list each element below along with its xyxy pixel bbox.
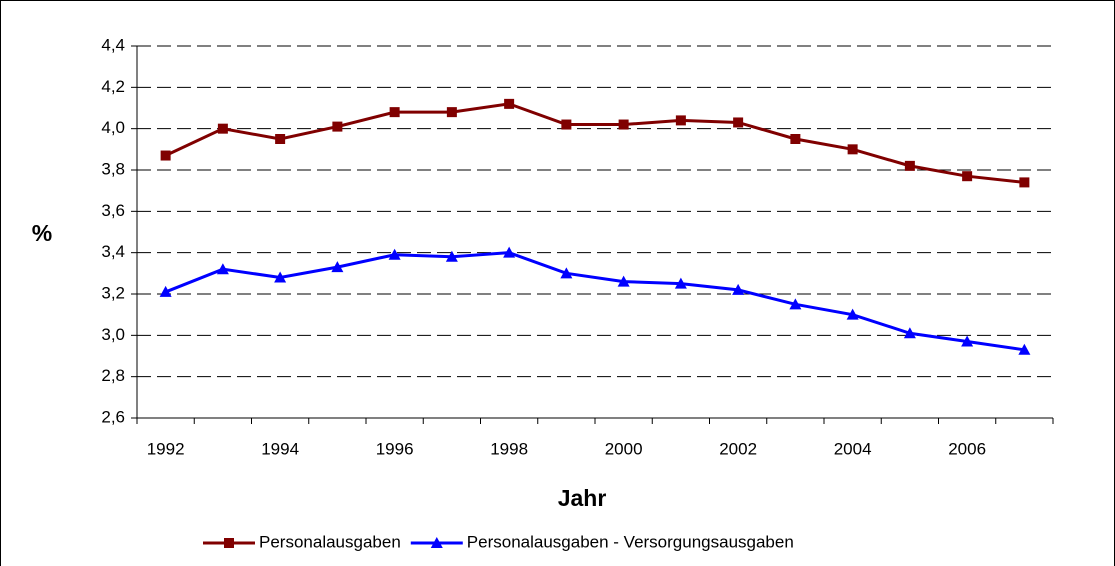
data-point [733, 117, 744, 128]
y-tick-label: 3,4 [101, 242, 125, 261]
data-point [216, 263, 229, 275]
data-point [961, 335, 974, 347]
data-point [160, 150, 171, 161]
x-tick-label: 2006 [948, 439, 986, 458]
x-tick-label: 2002 [719, 439, 757, 458]
series-line [165, 251, 1025, 352]
x-axis-title: Jahr [558, 485, 607, 511]
x-tick-label: 1996 [376, 439, 414, 458]
y-tick-label: 2,8 [101, 366, 125, 385]
y-tick-label: 3,2 [101, 283, 125, 302]
data-point [331, 261, 344, 273]
data-point [159, 285, 172, 297]
data-point [1019, 177, 1030, 188]
legend-marker [224, 538, 234, 548]
series-line [164, 102, 1025, 184]
data-point [560, 267, 573, 279]
data-point [561, 119, 572, 130]
legend-label: Personalausgaben - Versorgungsausgaben [467, 532, 794, 551]
x-tick-label: 2000 [605, 439, 643, 458]
data-point [617, 275, 630, 287]
data-point [732, 283, 745, 295]
data-point [847, 144, 858, 155]
y-tick-label: 4,0 [101, 118, 125, 137]
data-point [675, 115, 686, 126]
legend-label: Personalausgaben [259, 532, 401, 551]
data-point [674, 277, 687, 289]
y-tick-label: 3,6 [101, 201, 125, 220]
data-point [388, 248, 401, 260]
x-tick-label: 1994 [261, 439, 299, 458]
data-point [962, 171, 973, 182]
x-tick-label: 1998 [490, 439, 528, 458]
legend-marker [430, 537, 443, 548]
y-tick-label: 4,2 [101, 77, 125, 96]
data-point [275, 134, 286, 144]
data-point [389, 107, 400, 118]
data-point [445, 250, 458, 262]
data-point [503, 246, 516, 258]
y-tick-label: 3,8 [101, 159, 125, 178]
data-point [504, 98, 515, 109]
data-point [217, 123, 228, 134]
x-tick-label: 1992 [147, 439, 185, 458]
data-point [1018, 343, 1031, 355]
y-axis-title: % [32, 220, 52, 246]
y-tick-label: 2,6 [101, 407, 125, 426]
y-tick-label: 4,4 [101, 35, 125, 54]
data-point [789, 298, 802, 310]
data-point [790, 134, 801, 144]
data-point [904, 160, 915, 171]
y-tick-label: 3,0 [101, 325, 125, 344]
data-point [903, 327, 916, 339]
data-point [332, 121, 343, 132]
x-tick-label: 2004 [834, 439, 872, 458]
data-point [846, 308, 859, 320]
data-point [274, 271, 287, 283]
data-point [618, 119, 629, 130]
data-point [446, 107, 457, 118]
